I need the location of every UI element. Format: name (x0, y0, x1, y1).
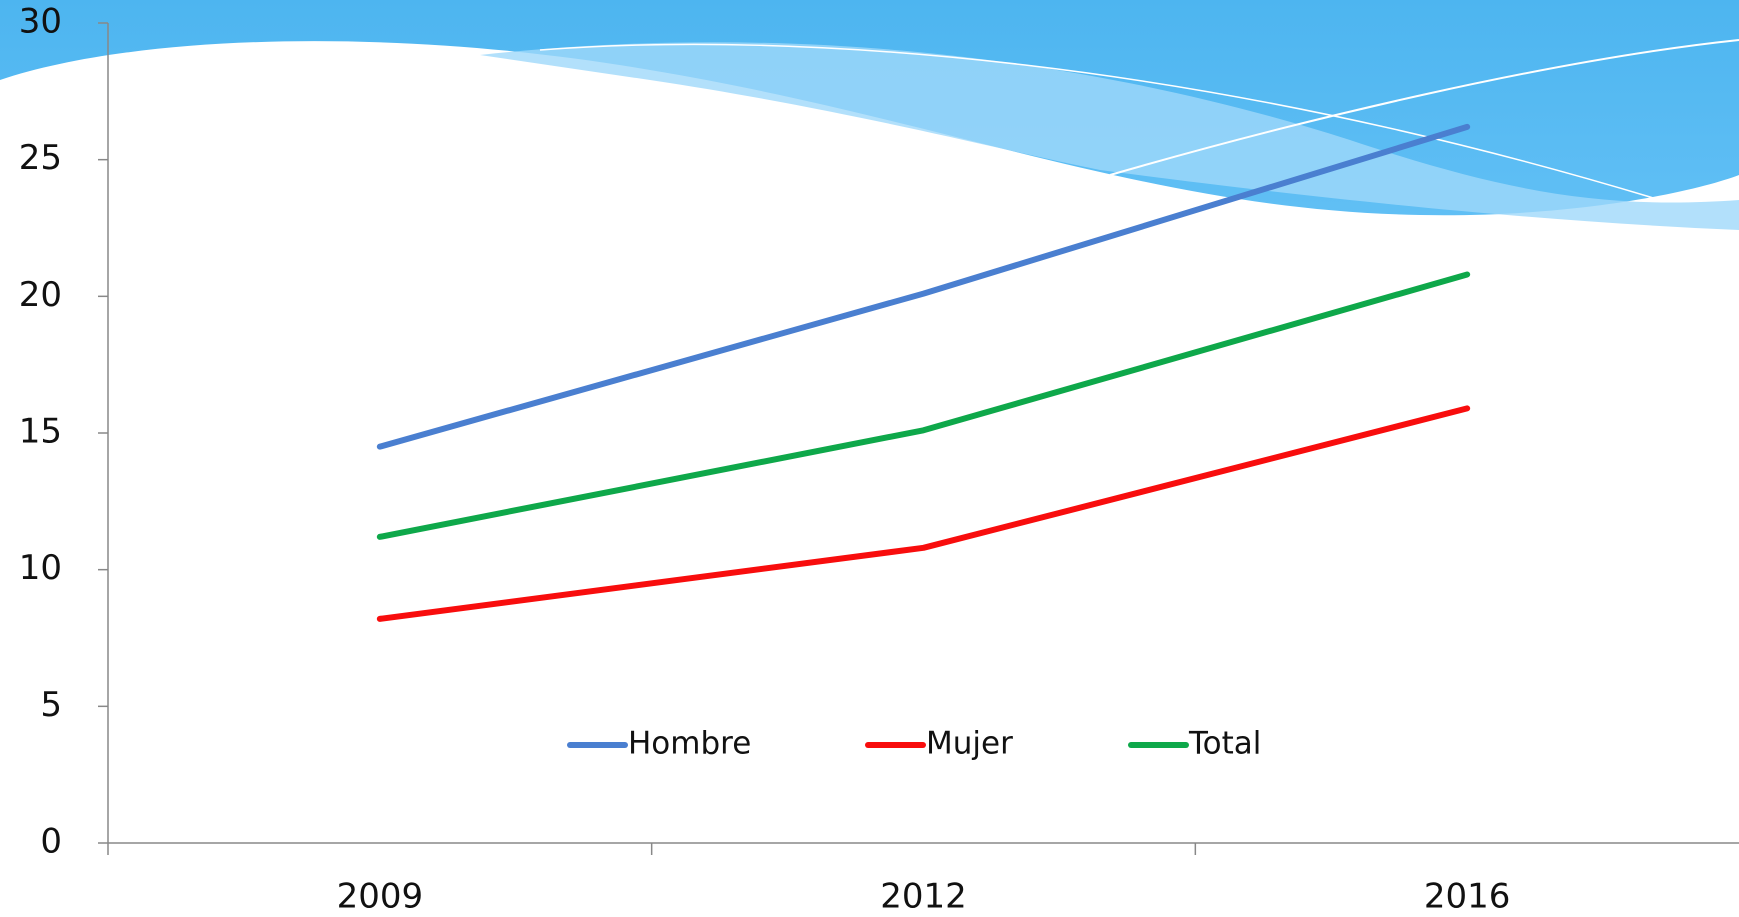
legend-label: Mujer (926, 726, 1013, 762)
y-tick-label: 15 (19, 412, 62, 452)
x-tick-label: 2012 (880, 877, 967, 917)
y-tick-label: 25 (19, 138, 62, 178)
y-tick-label: 20 (19, 275, 62, 315)
series-line (376, 405, 1471, 622)
y-tick-label: 5 (40, 685, 62, 725)
x-tick-label: 2009 (337, 877, 424, 917)
y-tick-label: 10 (19, 548, 62, 588)
legend-label: Total (1188, 726, 1261, 762)
series-line (376, 271, 1471, 540)
series-line (376, 123, 1471, 450)
y-tick-label: 0 (40, 822, 62, 862)
legend-label: Hombre (628, 726, 751, 762)
x-tick-label: 2016 (1424, 877, 1511, 917)
y-tick-label: 30 (19, 2, 62, 42)
